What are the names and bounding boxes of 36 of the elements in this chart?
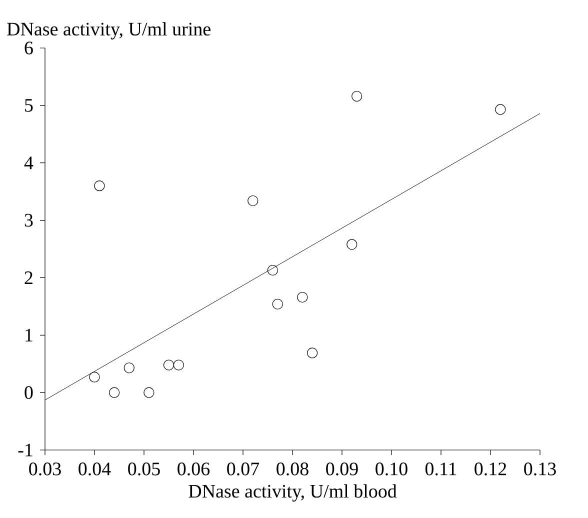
point (109, 387, 120, 398)
point (297, 292, 308, 303)
y-tick-label: 1 (26, 328, 32, 342)
point (346, 239, 358, 250)
y-tick-label: 4 (24, 156, 34, 170)
y-tick-label: 5 (25, 99, 33, 112)
y-tick-label: 2 (24, 271, 32, 284)
point (163, 360, 174, 370)
point (307, 348, 318, 358)
x-axis-title: DNase activity, U/ml blood (188, 484, 397, 502)
point (124, 362, 134, 374)
y-axis-title: DNase activity, U/ml urine (7, 22, 210, 40)
point (144, 387, 154, 398)
x-tick-label: 0.07 (227, 462, 260, 476)
x-tick-label: 0.12 (474, 462, 506, 476)
point (94, 180, 105, 192)
x-tick-label: 0.04 (78, 462, 111, 476)
y-tick-label: 6 (24, 42, 33, 54)
y-tick-label: 3 (24, 214, 33, 227)
point (267, 264, 278, 276)
x-tick-label: 0.05 (128, 462, 160, 476)
x-tick-label: 0.08 (276, 462, 308, 476)
x-tick-label: 0.10 (376, 462, 408, 476)
y-tick-label: -1 (18, 444, 32, 456)
point (89, 372, 100, 382)
point (352, 90, 362, 102)
point (272, 298, 283, 310)
x-tick-label: 0.09 (326, 462, 358, 476)
point (248, 195, 258, 206)
x-tick-label: 0.13 (524, 462, 556, 476)
x-tick-label: 0.06 (178, 462, 210, 476)
point (495, 104, 506, 115)
y-tick-label: 0 (24, 386, 33, 399)
x-tick-label: 0.03 (29, 462, 61, 476)
x-tick-label: 0.11 (425, 462, 456, 476)
point (173, 360, 184, 370)
